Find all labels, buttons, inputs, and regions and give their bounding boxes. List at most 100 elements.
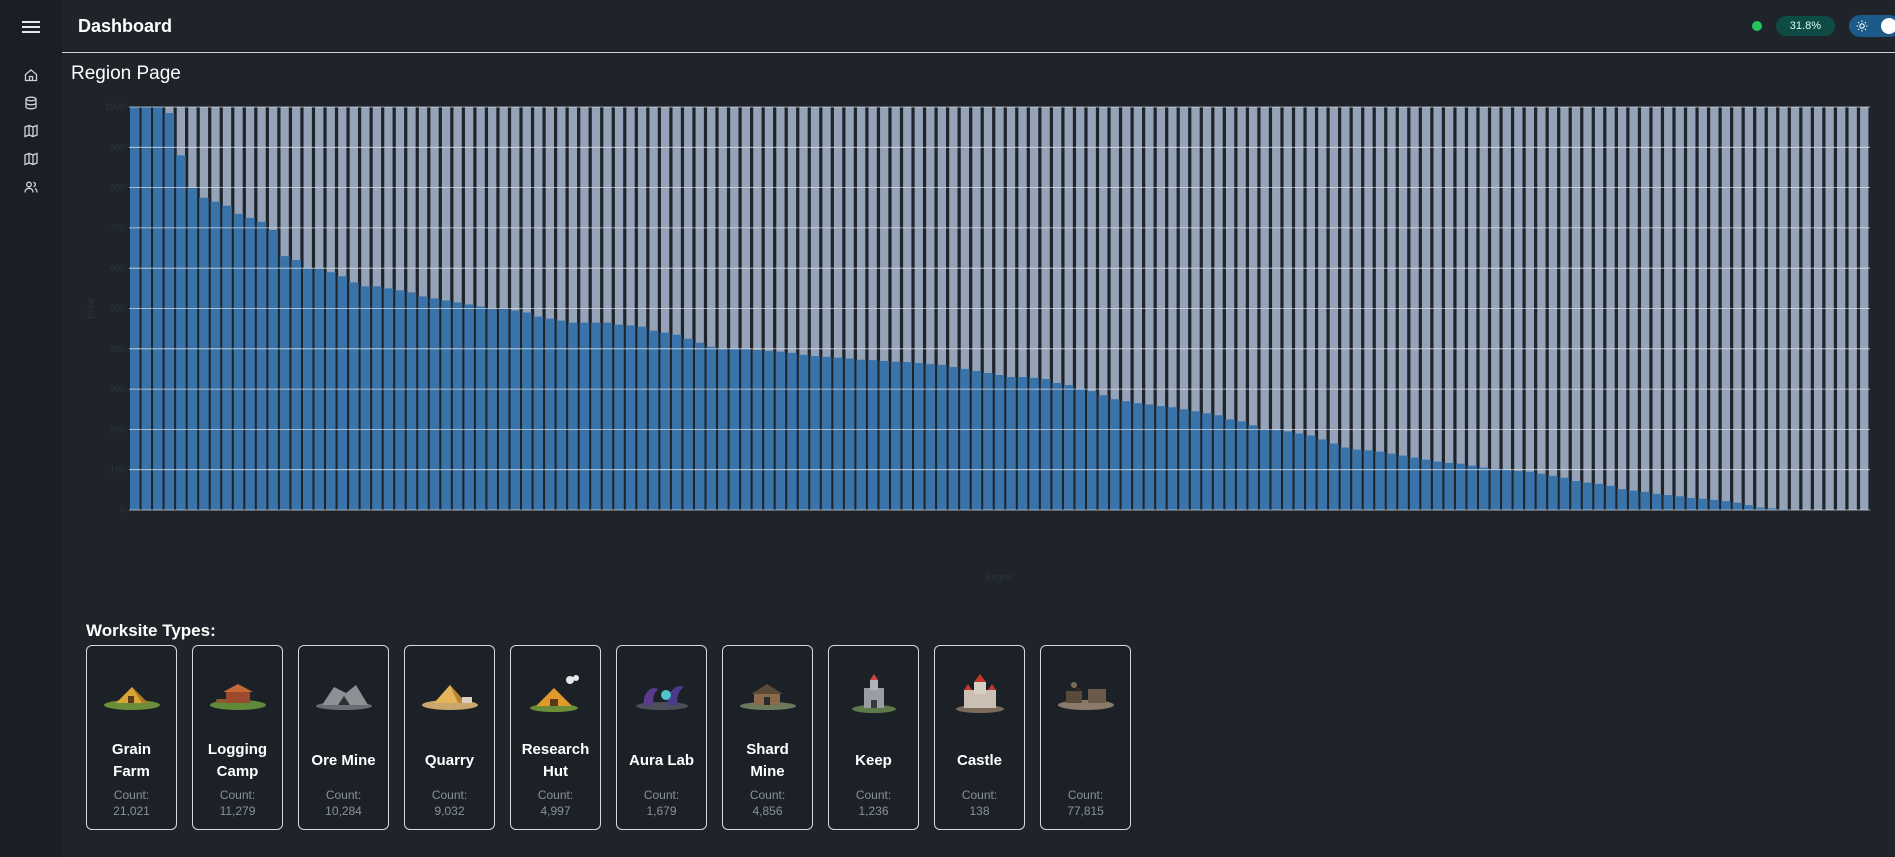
x-axis-label: Region [985, 572, 1014, 582]
bar [1594, 483, 1604, 510]
bar [510, 310, 520, 510]
shard-mine-icon [732, 668, 804, 720]
quarry-icon [414, 668, 486, 720]
bar [1663, 495, 1673, 510]
bar [948, 366, 959, 510]
count-label: Count: [1067, 788, 1104, 802]
theme-toggle[interactable] [1849, 15, 1895, 37]
worksite-card[interactable]: Aura Lab Count: 1,679 [616, 645, 707, 830]
bar [1040, 379, 1051, 510]
bar [522, 312, 532, 510]
worksite-card[interactable]: Castle Count: 138 [934, 645, 1025, 830]
bar [798, 354, 809, 510]
bar [1086, 391, 1097, 510]
bar [1110, 399, 1120, 510]
research-hut-icon [520, 668, 592, 720]
bar [1179, 409, 1189, 510]
bar [1317, 439, 1328, 510]
count-value: 4,997 [540, 804, 571, 818]
bar [279, 256, 290, 510]
percentage-badge: 31.8% [1775, 16, 1835, 36]
app-title: Dashboard [78, 15, 173, 36]
count-value: 9,032 [434, 804, 465, 818]
bar [1767, 508, 1777, 510]
worksite-cards: Grain Farm Count: 21,021 Logging Camp Count:… [86, 645, 1131, 830]
worksite-card[interactable]: Count: 77,815 [1040, 645, 1131, 830]
worksite-name: Aura Lab [628, 752, 694, 769]
bar [372, 286, 382, 510]
bar [579, 322, 590, 510]
bar [660, 332, 670, 510]
toggle-knob [1881, 18, 1895, 34]
bar [475, 306, 486, 510]
bar [1248, 425, 1258, 510]
bar [176, 155, 186, 511]
bar [1467, 465, 1477, 510]
bar [752, 350, 763, 510]
bar [545, 318, 555, 510]
bar [1386, 453, 1397, 510]
logging-camp-icon [202, 668, 274, 720]
y-tick-label: 100 [110, 465, 125, 475]
bar [694, 342, 705, 510]
users-icon[interactable] [21, 178, 41, 196]
bar [1236, 421, 1247, 510]
bar [1398, 455, 1408, 510]
worksite-card[interactable]: Research Hut Count: 4,997 [510, 645, 601, 830]
count-label: Count: [431, 788, 468, 802]
bar [199, 197, 209, 511]
worksite-name: Logging Camp [207, 741, 268, 780]
map-icon[interactable] [21, 150, 41, 168]
bar [1651, 493, 1662, 510]
bar [452, 302, 463, 510]
worksite-card[interactable]: Quarry Count: 9,032 [404, 645, 495, 830]
workshop-icon [1050, 668, 1122, 720]
bar [1559, 477, 1570, 510]
bar [648, 330, 659, 510]
bar [1432, 461, 1443, 510]
bar [1479, 467, 1489, 510]
bar [1052, 383, 1062, 510]
count-value: 4,856 [752, 804, 783, 818]
topbar: Dashboard 31.8% [62, 0, 1895, 53]
count-label: Count: [113, 788, 150, 802]
worksite-card[interactable]: Keep Count: 1,236 [828, 645, 919, 830]
bar [1640, 491, 1650, 510]
database-icon[interactable] [21, 94, 41, 112]
bar [164, 113, 175, 511]
bar [1536, 473, 1547, 510]
bar [937, 364, 947, 510]
worksite-card[interactable]: Logging Camp Count: 11,279 [192, 645, 283, 830]
menu-icon[interactable] [20, 16, 42, 38]
bar [1455, 463, 1466, 510]
sun-icon [1856, 20, 1868, 32]
worksite-name: Grain Farm [111, 741, 152, 780]
y-tick-label: 300 [110, 384, 125, 394]
count-label: Count: [749, 788, 786, 802]
worksite-card[interactable]: Shard Mine Count: 4,856 [722, 645, 813, 830]
bar [349, 282, 359, 510]
home-icon[interactable] [21, 66, 41, 84]
bar [683, 338, 693, 510]
y-tick-label: 0 [120, 505, 125, 515]
bar [914, 362, 924, 510]
map-icon[interactable] [21, 122, 41, 140]
count-label: Count: [325, 788, 362, 802]
worksite-card[interactable]: Grain Farm Count: 21,021 [86, 645, 177, 830]
worksite-card[interactable]: Ore Mine Count: 10,284 [298, 645, 389, 830]
bar [1352, 449, 1362, 510]
worksite-name [1046, 738, 1126, 784]
count-value: 77,815 [1067, 804, 1104, 818]
bar [568, 322, 578, 510]
bar [360, 286, 371, 510]
bar [268, 229, 278, 511]
bar [1582, 482, 1593, 510]
bar [1375, 451, 1385, 510]
bar [1029, 377, 1039, 510]
count-label: Count: [643, 788, 680, 802]
bar [1744, 505, 1754, 510]
bar [994, 374, 1005, 510]
bar [1628, 490, 1639, 510]
bar [614, 324, 624, 510]
count-value: 21,021 [113, 804, 150, 818]
